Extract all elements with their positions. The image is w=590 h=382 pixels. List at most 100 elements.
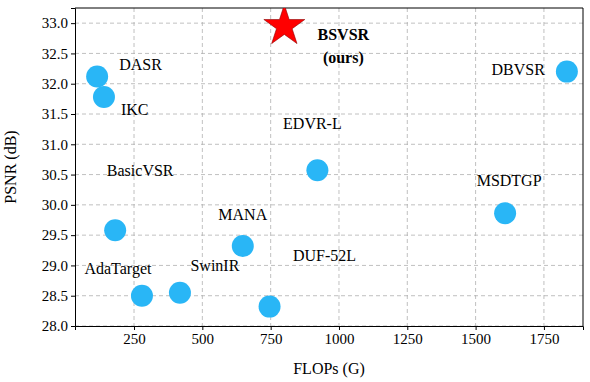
tick-mark [71, 175, 75, 176]
grid [75, 8, 583, 326]
tick: 31.5 [42, 106, 75, 122]
tick: 31.0 [42, 137, 75, 153]
tick-mark [71, 205, 75, 206]
tick-mark [544, 326, 545, 330]
tick-mark [71, 265, 75, 266]
tick-label: 31.5 [42, 106, 68, 122]
tick-mark [71, 144, 75, 145]
tick-mark [271, 326, 272, 330]
tick-mark [71, 326, 75, 327]
chart: 250 500 750 1000 1250 1500 1750 28.0 28.5 29.0 29.… [0, 0, 590, 382]
tick: 28.0 [42, 318, 75, 334]
tick: 30.0 [42, 197, 75, 213]
tick-mark [202, 326, 203, 330]
point [93, 86, 115, 108]
point [86, 65, 108, 87]
grid-line [475, 8, 476, 326]
point-label-line: BSVSR [318, 26, 370, 43]
point-label-line: (ours) [323, 48, 364, 66]
point-label: MANA [218, 206, 267, 223]
tick-label: 29.5 [42, 227, 68, 243]
tick-mark [407, 326, 408, 330]
grid-line [543, 8, 544, 326]
point-label: IKC [121, 101, 149, 118]
tick: 250 [123, 326, 146, 347]
grid-line [270, 8, 271, 326]
tick-label: 1750 [529, 331, 559, 347]
point [306, 159, 328, 181]
point [232, 235, 254, 257]
tick-label: 1000 [324, 331, 354, 347]
point-label: BSVSR (ours) [318, 26, 370, 66]
point-label: DASR [119, 56, 162, 73]
tick-label: 32.0 [42, 76, 68, 92]
tick: 29.5 [42, 227, 75, 243]
grid-line [202, 8, 203, 326]
marks [86, 8, 578, 318]
grid-line [75, 144, 583, 145]
axis-line [71, 9, 76, 327]
point-label: DUF-52L [293, 247, 356, 264]
frame [583, 8, 584, 326]
tick-mark [71, 84, 75, 85]
tick-label: 33.0 [42, 15, 68, 31]
point [264, 8, 305, 44]
tick: 28.5 [42, 288, 75, 304]
tick-mark [476, 326, 477, 330]
point-label: EDVR-L [283, 115, 342, 132]
frame [75, 8, 583, 9]
tick-label: 32.5 [42, 46, 68, 62]
tick: 1250 [393, 326, 423, 347]
tick-mark [71, 235, 75, 236]
tick: 33.0 [42, 15, 75, 31]
x-axis-title: FLOPs (G) [293, 360, 365, 378]
y-axis-title: PSNR (dB) [2, 130, 20, 203]
tick-mark [339, 326, 340, 330]
tick-label: 250 [123, 331, 146, 347]
grid-line [407, 8, 408, 326]
y-axis: 28.0 28.5 29.0 29.5 30.0 30.5 31.0 31.5 32.0 32.5… [42, 9, 76, 335]
point-labels: DASR IKC DBVSR EDVR-L MSDTGP BasicVSR MANA AdaT… [84, 26, 545, 279]
point [556, 61, 578, 83]
point-label: MSDTGP [477, 172, 542, 189]
tick-label: 28.0 [42, 318, 68, 334]
x-axis: 250 500 750 1000 1250 1500 1750 [76, 326, 584, 347]
tick: 1500 [461, 326, 491, 347]
tick-label: 29.0 [42, 258, 68, 274]
tick: 1750 [529, 326, 559, 347]
tick-label: 750 [260, 331, 283, 347]
tick: 32.5 [42, 46, 75, 62]
tick: 29.0 [42, 258, 75, 274]
tick-label: 30.5 [42, 167, 68, 183]
axis-line [76, 327, 584, 331]
grid-line [75, 23, 583, 24]
point-label: AdaTarget [84, 260, 152, 278]
tick: 750 [260, 326, 283, 347]
point-label: DBVSR [492, 61, 546, 78]
tick-label: 31.0 [42, 137, 68, 153]
tick: 500 [192, 326, 215, 347]
tick: 30.5 [42, 167, 75, 183]
tick: 32.0 [42, 76, 75, 92]
point [104, 219, 126, 241]
point [169, 282, 191, 304]
grid-line [75, 235, 583, 236]
plot: 250 500 750 1000 1250 1500 1750 28.0 28.5 29.0 29.… [42, 5, 584, 347]
tick-mark [71, 23, 75, 24]
tick-mark [134, 326, 135, 330]
point [259, 296, 281, 318]
tick-mark [71, 53, 75, 54]
point [131, 285, 153, 307]
point-label: SwinIR [190, 257, 239, 274]
point-label: BasicVSR [107, 162, 174, 179]
grid-line [75, 83, 583, 84]
tick-label: 30.0 [42, 197, 68, 213]
point [494, 202, 516, 224]
tick-label: 1500 [461, 331, 491, 347]
tick-mark [71, 296, 75, 297]
tick-label: 1250 [393, 331, 423, 347]
tick-label: 28.5 [42, 288, 68, 304]
tick-mark [71, 114, 75, 115]
tick: 1000 [324, 326, 354, 347]
tick-label: 500 [192, 331, 215, 347]
